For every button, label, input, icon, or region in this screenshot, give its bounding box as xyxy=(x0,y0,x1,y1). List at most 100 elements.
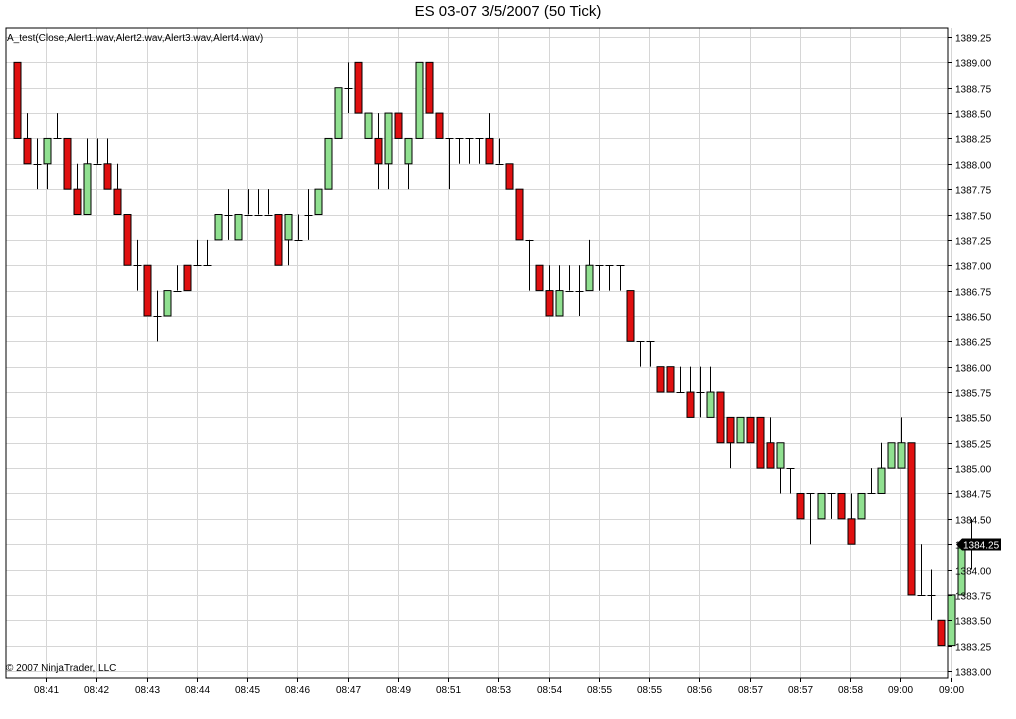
candle[interactable] xyxy=(364,112,373,139)
candle[interactable] xyxy=(776,442,785,494)
candle[interactable] xyxy=(83,138,92,216)
candle[interactable] xyxy=(415,61,424,139)
candle[interactable] xyxy=(726,416,735,469)
candle[interactable] xyxy=(786,468,795,494)
candle[interactable] xyxy=(887,442,896,469)
candle[interactable] xyxy=(234,214,243,241)
candle[interactable] xyxy=(847,493,856,545)
candle[interactable] xyxy=(656,366,665,393)
candle[interactable] xyxy=(214,214,223,241)
candle[interactable] xyxy=(254,189,263,216)
candle[interactable] xyxy=(595,265,604,291)
time-axis[interactable]: 08:41 08:42 08:43 08:44 08:45 08:46 08:47 08:49… xyxy=(34,678,964,696)
candle[interactable] xyxy=(475,138,484,164)
candle[interactable] xyxy=(153,290,162,342)
candle[interactable] xyxy=(696,366,705,418)
candle[interactable] xyxy=(354,61,363,114)
candle[interactable] xyxy=(917,544,926,596)
candle[interactable] xyxy=(334,87,343,139)
candle[interactable] xyxy=(244,189,253,216)
candle[interactable] xyxy=(425,61,434,114)
candle[interactable] xyxy=(495,138,504,165)
candle[interactable] xyxy=(837,492,846,520)
candle-body-up xyxy=(706,391,715,418)
candle[interactable] xyxy=(867,468,876,494)
candle[interactable] xyxy=(123,214,132,266)
candle[interactable] xyxy=(445,138,454,190)
candle[interactable] xyxy=(545,265,554,317)
candle[interactable] xyxy=(505,163,514,190)
candle-body-down xyxy=(435,112,444,139)
candle[interactable] xyxy=(183,264,192,292)
candle[interactable] xyxy=(33,138,42,190)
candle[interactable] xyxy=(676,366,685,393)
candle[interactable] xyxy=(53,113,62,139)
candle[interactable] xyxy=(857,492,866,520)
x-tick-label: 08:45 xyxy=(235,685,260,696)
candle[interactable] xyxy=(827,493,836,519)
candle[interactable] xyxy=(907,442,916,596)
candle[interactable] xyxy=(515,188,524,241)
candle[interactable] xyxy=(706,366,715,418)
candle[interactable] xyxy=(384,112,393,190)
candle[interactable] xyxy=(103,138,112,190)
candle[interactable] xyxy=(525,239,534,291)
candle[interactable] xyxy=(113,163,122,216)
candle[interactable] xyxy=(817,492,826,520)
candle-body-down xyxy=(847,518,856,545)
candle[interactable] xyxy=(616,265,625,291)
candle[interactable] xyxy=(284,214,293,266)
candle[interactable] xyxy=(756,416,765,469)
candle[interactable] xyxy=(173,265,182,292)
candle[interactable] xyxy=(646,341,655,367)
candle[interactable] xyxy=(394,112,403,139)
candle[interactable] xyxy=(927,569,936,621)
candle[interactable] xyxy=(203,239,212,266)
candle[interactable] xyxy=(133,239,142,291)
candle[interactable] xyxy=(585,239,594,292)
candle[interactable] xyxy=(575,265,584,316)
candle[interactable] xyxy=(626,290,635,342)
candle[interactable] xyxy=(404,137,413,190)
candle[interactable] xyxy=(465,138,474,164)
candle[interactable] xyxy=(716,391,725,444)
candle[interactable] xyxy=(264,189,273,216)
candle[interactable] xyxy=(796,492,805,520)
candle[interactable] xyxy=(565,265,574,292)
candle[interactable] xyxy=(193,239,202,266)
candle[interactable] xyxy=(73,163,82,216)
candle[interactable] xyxy=(897,417,906,469)
candle[interactable] xyxy=(374,113,383,190)
candle[interactable] xyxy=(736,416,745,444)
candle[interactable] xyxy=(13,61,22,139)
candle[interactable] xyxy=(485,113,494,165)
candle[interactable] xyxy=(304,189,313,240)
candle[interactable] xyxy=(143,264,152,317)
candle[interactable] xyxy=(666,366,675,393)
candle[interactable] xyxy=(63,137,72,190)
candle[interactable] xyxy=(23,113,32,165)
candle[interactable] xyxy=(435,112,444,139)
candle[interactable] xyxy=(344,62,353,114)
candle[interactable] xyxy=(636,341,645,367)
candle[interactable] xyxy=(686,366,695,418)
candle[interactable] xyxy=(555,265,564,317)
candle[interactable] xyxy=(806,493,815,545)
candle[interactable] xyxy=(937,619,946,647)
candle[interactable] xyxy=(455,138,464,164)
price-axis[interactable]: 1389.25 1389.00 1388.75 1388.50 1388.25 1388.… xyxy=(948,34,992,679)
candle[interactable] xyxy=(314,188,323,216)
candle[interactable] xyxy=(224,189,233,240)
candle[interactable] xyxy=(877,442,886,494)
candle[interactable] xyxy=(163,290,172,317)
candle[interactable] xyxy=(746,416,755,444)
candle[interactable] xyxy=(766,417,775,469)
candle[interactable] xyxy=(535,264,544,292)
candle[interactable] xyxy=(93,138,102,165)
candle[interactable] xyxy=(274,214,283,266)
candle[interactable] xyxy=(294,214,303,241)
candle[interactable] xyxy=(43,137,52,190)
candle[interactable] xyxy=(605,265,614,291)
candle[interactable] xyxy=(324,137,333,190)
